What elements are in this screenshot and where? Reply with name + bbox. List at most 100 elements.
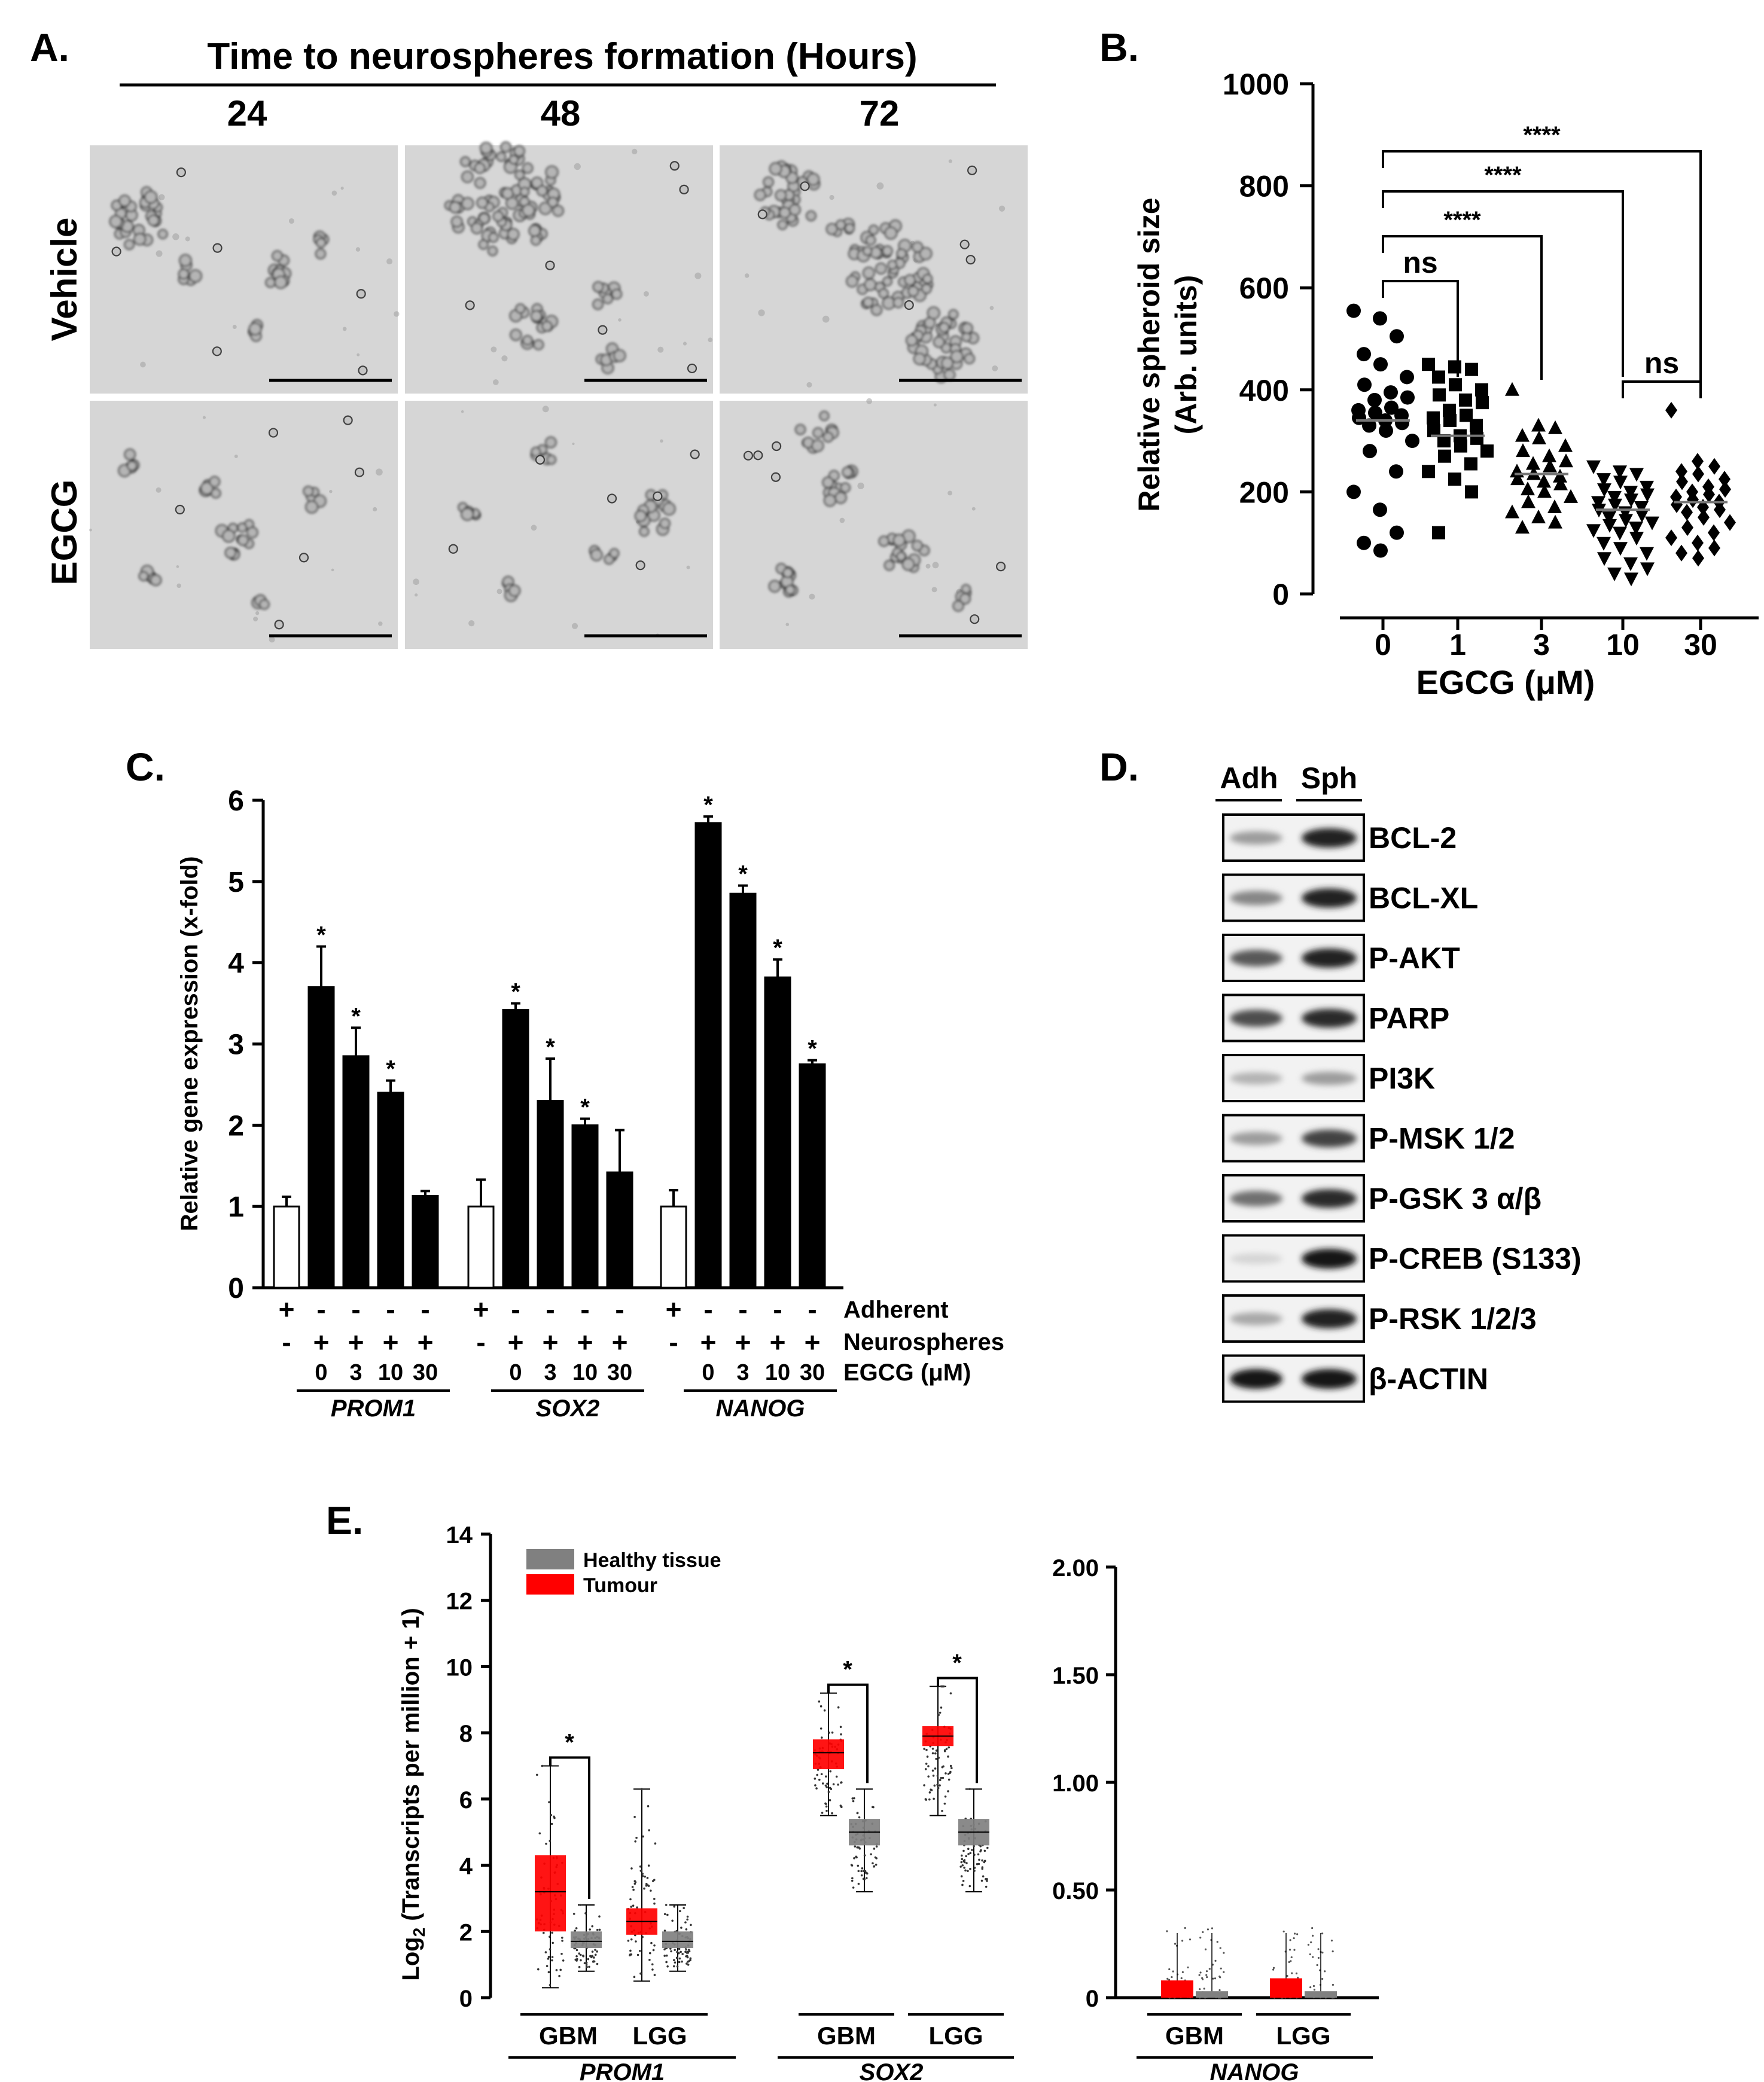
- jitter-point: [853, 1797, 855, 1800]
- single-cell: [448, 544, 458, 554]
- y-tick-label: 1: [228, 1191, 244, 1223]
- data-point: [1635, 508, 1649, 523]
- significance-bracket: ****: [1382, 122, 1702, 398]
- cell: [545, 165, 559, 179]
- jitter-point: [544, 1951, 547, 1953]
- protein-band: [1302, 1309, 1357, 1329]
- jitter-point: [817, 1769, 819, 1771]
- jitter-point: [931, 1747, 934, 1750]
- data-point: [1390, 329, 1404, 344]
- protein-band: [1230, 1253, 1282, 1264]
- data-point: [1597, 552, 1611, 566]
- jitter-point: [963, 1866, 965, 1869]
- data-point: [1357, 377, 1372, 392]
- jitter-point: [851, 1879, 854, 1882]
- cell: [126, 461, 138, 471]
- jitter-point: [538, 1832, 541, 1835]
- jitter-point: [933, 1797, 935, 1800]
- y-tick-label: 2.00: [1052, 1555, 1099, 1581]
- cohort-label: LGG: [1276, 2022, 1331, 2050]
- debris-speck: [253, 616, 258, 621]
- jitter-point: [583, 1962, 586, 1965]
- jitter-point: [962, 1880, 965, 1882]
- bar: [273, 1205, 300, 1289]
- debris-speck: [357, 353, 360, 356]
- cell: [222, 529, 236, 543]
- data-series: [1422, 358, 1494, 539]
- egcg-dose: 10: [572, 1360, 598, 1385]
- jitter-point: [1272, 1968, 1275, 1971]
- significance-bracket: ****: [1382, 162, 1624, 377]
- cell: [768, 580, 781, 593]
- jitter-point: [1332, 1950, 1334, 1953]
- jitter-point: [663, 1913, 666, 1916]
- data-point: [1433, 388, 1446, 402]
- jitter-point: [821, 1736, 823, 1739]
- data-point: [1692, 465, 1704, 483]
- single-cell: [753, 450, 763, 461]
- single-cell: [959, 239, 970, 249]
- ylabel-rest: (Transcripts per million + 1): [398, 1608, 424, 1928]
- jitter-point: [551, 1959, 553, 1962]
- jitter-point: [653, 1944, 656, 1947]
- cell: [834, 491, 847, 504]
- cell-cluster: [303, 486, 327, 514]
- cell-cluster: [595, 342, 626, 374]
- single-cell: [268, 428, 279, 438]
- cell: [634, 510, 647, 522]
- debris-speck: [683, 342, 687, 346]
- cell: [224, 547, 237, 559]
- jitter-point: [932, 1775, 935, 1777]
- cell: [461, 197, 474, 210]
- jitter-point: [967, 1853, 970, 1855]
- band-label: PARP: [1369, 1002, 1449, 1035]
- data-point: [1515, 428, 1530, 442]
- cell: [150, 574, 162, 586]
- egcg-dose: 10: [378, 1360, 403, 1385]
- debris-speck: [971, 507, 976, 511]
- jitter-point: [686, 1915, 689, 1918]
- jitter-point: [814, 1784, 817, 1787]
- jitter-point: [1206, 1976, 1208, 1979]
- bracket-line: [1382, 150, 1702, 398]
- jitter-point: [939, 1784, 941, 1787]
- egcg-dose: 30: [607, 1360, 632, 1385]
- bar: [377, 1092, 404, 1289]
- jitter-point: [986, 1846, 989, 1849]
- jitter-point: [591, 1925, 594, 1928]
- cell: [528, 224, 541, 237]
- jitter-point: [967, 1870, 969, 1872]
- jitter-point: [560, 1952, 563, 1955]
- blot-row: P-AKT: [1222, 934, 1460, 982]
- micrograph-image: [720, 145, 1028, 394]
- debris-speck: [331, 568, 334, 572]
- row-label: Adherent: [843, 1297, 949, 1323]
- jitter-point: [852, 1800, 855, 1803]
- x-tick-label: 0: [1375, 628, 1391, 662]
- cell: [178, 268, 190, 280]
- cell: [865, 234, 876, 246]
- jitter-point: [635, 1940, 637, 1943]
- debris-speck: [857, 482, 864, 490]
- adherent-sign: -: [773, 1294, 782, 1325]
- jitter-point: [971, 1849, 973, 1851]
- y-tick-label: 5: [228, 867, 244, 898]
- data-point: [1692, 534, 1704, 551]
- jitter-point: [924, 1768, 927, 1770]
- jitter-point: [977, 1853, 980, 1856]
- cell: [901, 557, 915, 571]
- data-point: [1390, 525, 1404, 540]
- timepoint-label: 48: [541, 93, 581, 133]
- y-tick-label: 14: [446, 1522, 473, 1548]
- debris-speck: [931, 587, 937, 593]
- jitter-point: [973, 1845, 975, 1848]
- cell-cluster: [822, 465, 858, 507]
- debris-speck: [232, 325, 237, 329]
- bar: [537, 1100, 564, 1289]
- cell: [476, 197, 489, 209]
- data-point: [1395, 416, 1409, 431]
- jitter-point: [553, 1815, 555, 1818]
- cell: [788, 203, 801, 216]
- blot-column-sph: Sph: [1301, 761, 1357, 795]
- cell: [474, 162, 486, 174]
